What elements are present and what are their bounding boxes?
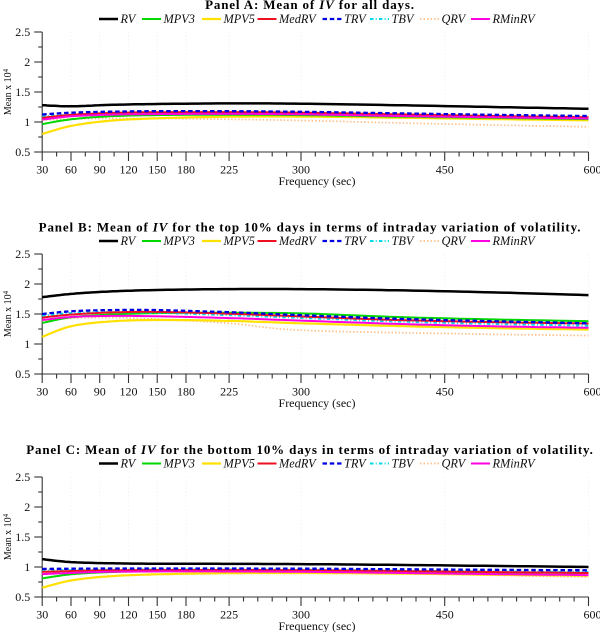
svg-text:60: 60 [65, 163, 77, 177]
svg-text:150: 150 [148, 385, 166, 399]
svg-text:TRV: TRV [344, 457, 367, 471]
svg-text:QRV: QRV [442, 234, 467, 248]
svg-text:225: 225 [220, 385, 238, 399]
svg-text:MedRV: MedRV [278, 457, 317, 471]
svg-text:Panel B: Mean of IV for the to: Panel B: Mean of IV for the top 10% days… [39, 220, 582, 235]
svg-text:120: 120 [120, 163, 138, 177]
svg-text:MPV5: MPV5 [223, 457, 255, 471]
svg-text:MPV5: MPV5 [223, 234, 255, 248]
svg-text:225: 225 [220, 608, 238, 622]
svg-text:2: 2 [24, 277, 30, 291]
svg-text:1.5: 1.5 [15, 85, 30, 99]
svg-text:RV: RV [120, 234, 137, 248]
svg-text:Frequency (sec): Frequency (sec) [279, 396, 356, 410]
svg-text:1.5: 1.5 [15, 530, 30, 544]
svg-text:QRV: QRV [442, 457, 467, 471]
svg-text:90: 90 [94, 385, 106, 399]
svg-text:Panel A: Mean of IV for all da: Panel A: Mean of IV for all days. [205, 0, 415, 12]
svg-text:225: 225 [220, 163, 238, 177]
svg-text:TBV: TBV [392, 457, 415, 471]
svg-text:180: 180 [177, 608, 195, 622]
svg-text:RMinRV: RMinRV [492, 12, 537, 26]
svg-text:600: 600 [584, 385, 600, 399]
svg-text:Frequency (sec): Frequency (sec) [279, 174, 356, 188]
svg-text:450: 450 [436, 608, 454, 622]
svg-text:60: 60 [65, 385, 77, 399]
svg-text:QRV: QRV [442, 12, 467, 26]
svg-text:Mean x 104: Mean x 104 [2, 290, 14, 337]
svg-text:0.5: 0.5 [15, 590, 30, 604]
svg-text:0.5: 0.5 [15, 367, 30, 381]
svg-text:TBV: TBV [392, 234, 415, 248]
svg-text:TRV: TRV [344, 234, 367, 248]
svg-text:MPV3: MPV3 [163, 457, 195, 471]
svg-text:90: 90 [94, 608, 106, 622]
svg-text:Panel C: Mean of IV for the bo: Panel C: Mean of IV for the bottom 10% d… [26, 442, 594, 457]
svg-text:1.5: 1.5 [15, 307, 30, 321]
svg-text:450: 450 [436, 385, 454, 399]
svg-text:180: 180 [177, 163, 195, 177]
svg-text:450: 450 [436, 163, 454, 177]
svg-text:180: 180 [177, 385, 195, 399]
svg-text:MPV5: MPV5 [223, 12, 255, 26]
svg-text:TRV: TRV [344, 12, 367, 26]
svg-text:RV: RV [120, 457, 137, 471]
svg-text:600: 600 [584, 608, 600, 622]
svg-text:MedRV: MedRV [278, 234, 317, 248]
svg-text:MPV3: MPV3 [163, 234, 195, 248]
svg-text:Mean x 104: Mean x 104 [2, 513, 14, 560]
svg-text:2.5: 2.5 [15, 25, 30, 39]
svg-text:150: 150 [148, 608, 166, 622]
svg-text:RMinRV: RMinRV [492, 234, 537, 248]
svg-text:2.5: 2.5 [15, 247, 30, 261]
svg-text:1: 1 [24, 115, 30, 129]
svg-text:TBV: TBV [392, 12, 415, 26]
svg-text:MPV3: MPV3 [163, 12, 195, 26]
svg-text:90: 90 [94, 163, 106, 177]
svg-text:MedRV: MedRV [278, 12, 317, 26]
svg-text:120: 120 [120, 608, 138, 622]
svg-text:2.5: 2.5 [15, 470, 30, 484]
svg-text:30: 30 [36, 385, 48, 399]
svg-text:150: 150 [148, 163, 166, 177]
svg-text:RMinRV: RMinRV [492, 457, 537, 471]
svg-text:0.5: 0.5 [15, 145, 30, 159]
svg-text:2: 2 [24, 500, 30, 514]
svg-text:Mean x 104: Mean x 104 [2, 68, 14, 115]
svg-text:600: 600 [584, 163, 600, 177]
svg-text:60: 60 [65, 608, 77, 622]
svg-text:30: 30 [36, 608, 48, 622]
svg-text:1: 1 [24, 337, 30, 351]
svg-text:120: 120 [120, 385, 138, 399]
svg-text:30: 30 [36, 163, 48, 177]
svg-text:1: 1 [24, 560, 30, 574]
svg-text:2: 2 [24, 55, 30, 69]
svg-text:RV: RV [120, 12, 137, 26]
svg-text:Frequency (sec): Frequency (sec) [279, 619, 356, 632]
